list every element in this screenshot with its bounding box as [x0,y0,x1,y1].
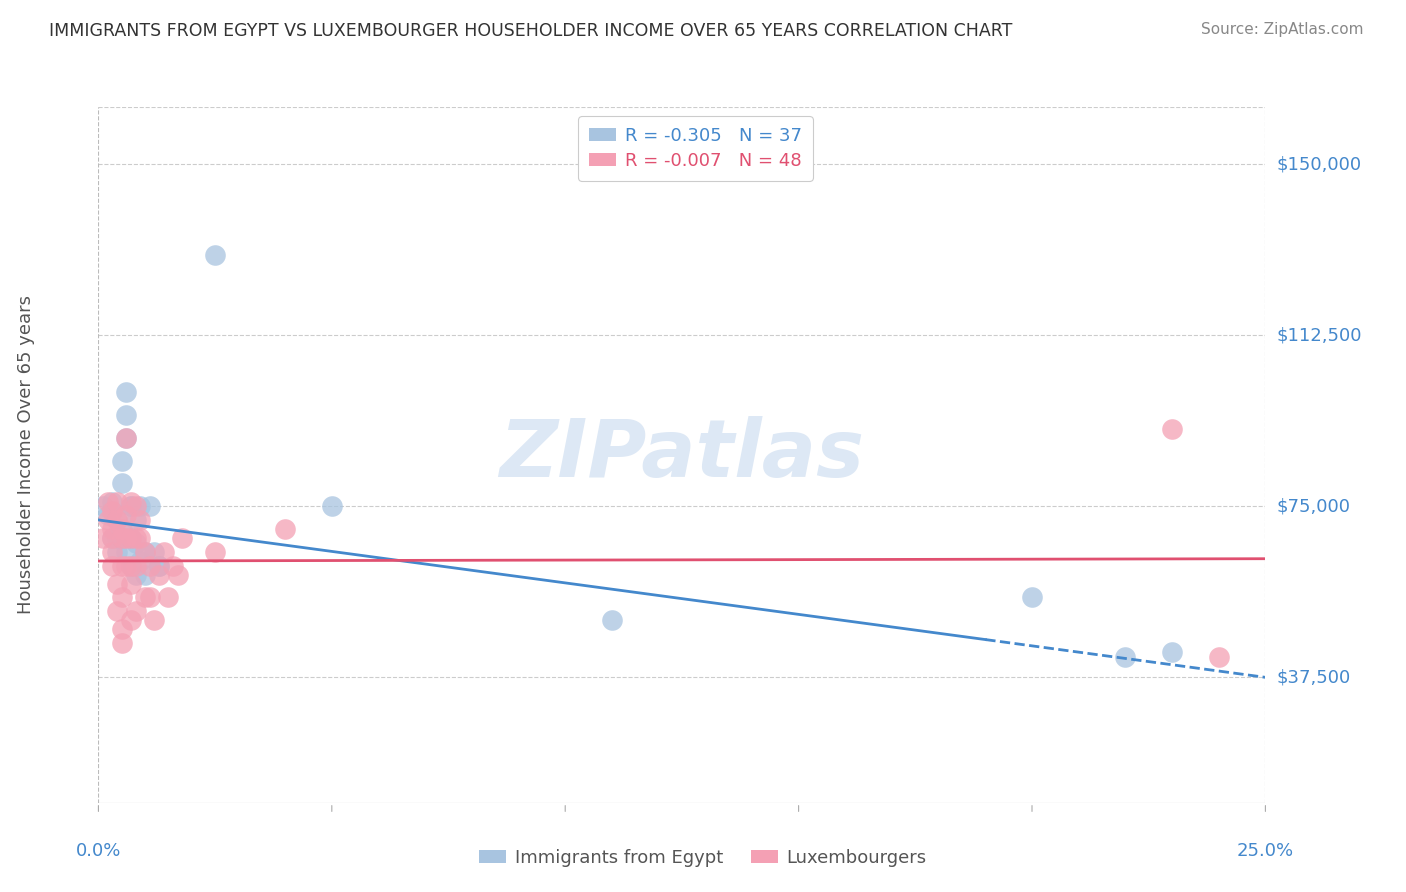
Point [115,431,138,445]
Point [115,531,138,545]
Point [125,567,148,582]
Point [129,500,152,514]
Point [111,531,134,545]
Point [101,504,124,518]
Text: Source: ZipAtlas.com: Source: ZipAtlas.com [1201,22,1364,37]
Legend: R = -0.305   N = 37, R = -0.007   N = 48: R = -0.305 N = 37, R = -0.007 N = 48 [578,116,813,181]
Point [120,558,142,573]
Point [162,558,184,573]
Point [120,558,142,573]
Text: 25.0%: 25.0% [1237,842,1294,860]
Point [148,558,170,573]
Text: $112,500: $112,500 [1277,326,1362,344]
Point [139,558,162,573]
Point [97,494,120,508]
Point [105,604,128,618]
Point [120,500,142,514]
Point [111,558,134,573]
Point [120,500,142,514]
Point [129,554,152,568]
Point [139,500,162,514]
Point [91,500,114,514]
Point [125,513,148,527]
Text: Householder Income Over 65 years: Householder Income Over 65 years [17,295,35,615]
Point [120,613,142,627]
Point [1021,591,1043,605]
Point [600,613,623,627]
Point [111,636,134,650]
Point [1208,649,1230,664]
Point [111,522,134,536]
Point [157,591,180,605]
Point [125,535,148,549]
Text: $150,000: $150,000 [1277,155,1361,173]
Point [115,431,138,445]
Point [134,591,156,605]
Point [101,531,124,545]
Point [111,531,134,545]
Point [134,545,156,559]
Point [101,504,124,518]
Text: ZIPatlas: ZIPatlas [499,416,865,494]
Text: $37,500: $37,500 [1277,668,1351,686]
Point [111,623,134,637]
Point [120,531,142,545]
Point [172,531,194,545]
Point [148,558,170,573]
Point [143,545,166,559]
Point [204,248,226,262]
Point [115,408,138,422]
Point [1114,649,1136,664]
Point [120,494,142,508]
Legend: Immigrants from Egypt, Luxembourgers: Immigrants from Egypt, Luxembourgers [472,842,934,874]
Point [105,576,128,591]
Point [125,531,148,545]
Point [1161,422,1184,436]
Point [166,567,188,582]
Point [148,567,170,582]
Point [274,522,297,536]
Point [143,613,166,627]
Point [120,576,142,591]
Point [152,545,174,559]
Text: $75,000: $75,000 [1277,497,1351,516]
Point [115,558,138,573]
Point [111,522,134,536]
Point [105,513,128,527]
Point [321,500,343,514]
Point [204,545,226,559]
Point [125,558,148,573]
Point [134,545,156,559]
Point [105,545,128,559]
Point [120,531,142,545]
Point [115,545,138,559]
Point [111,476,134,491]
Text: IMMIGRANTS FROM EGYPT VS LUXEMBOURGER HOUSEHOLDER INCOME OVER 65 YEARS CORRELATI: IMMIGRANTS FROM EGYPT VS LUXEMBOURGER HO… [49,22,1012,40]
Point [111,591,134,605]
Point [125,500,148,514]
Point [97,513,120,527]
Point [101,545,124,559]
Point [97,508,120,523]
Point [139,591,162,605]
Point [91,531,114,545]
Point [1161,645,1184,659]
Point [125,604,148,618]
Point [101,494,124,508]
Point [105,494,128,508]
Point [101,522,124,536]
Point [101,558,124,573]
Point [105,513,128,527]
Point [115,508,138,523]
Point [129,513,152,527]
Point [101,531,124,545]
Point [115,385,138,400]
Text: 0.0%: 0.0% [76,842,121,860]
Point [129,531,152,545]
Point [134,567,156,582]
Point [111,453,134,467]
Point [105,531,128,545]
